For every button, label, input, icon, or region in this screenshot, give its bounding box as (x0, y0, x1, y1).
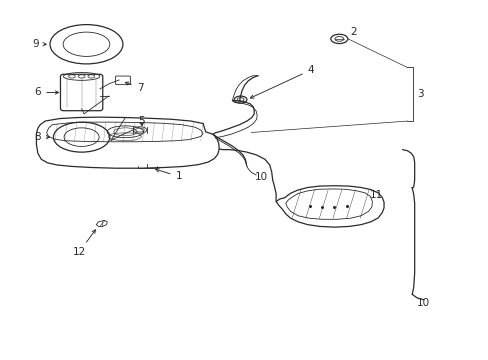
Text: 1: 1 (155, 169, 182, 181)
Text: 10: 10 (416, 298, 429, 308)
Text: 3: 3 (416, 89, 423, 99)
Text: 10: 10 (254, 172, 267, 182)
Text: 12: 12 (72, 230, 95, 257)
Text: 2: 2 (350, 27, 356, 37)
Text: 6: 6 (35, 87, 59, 98)
Text: 4: 4 (250, 65, 314, 98)
Text: 7: 7 (125, 82, 143, 93)
Text: 9: 9 (32, 39, 46, 49)
Text: 5: 5 (138, 116, 144, 126)
Text: 11: 11 (369, 190, 383, 200)
Text: 8: 8 (35, 132, 49, 142)
